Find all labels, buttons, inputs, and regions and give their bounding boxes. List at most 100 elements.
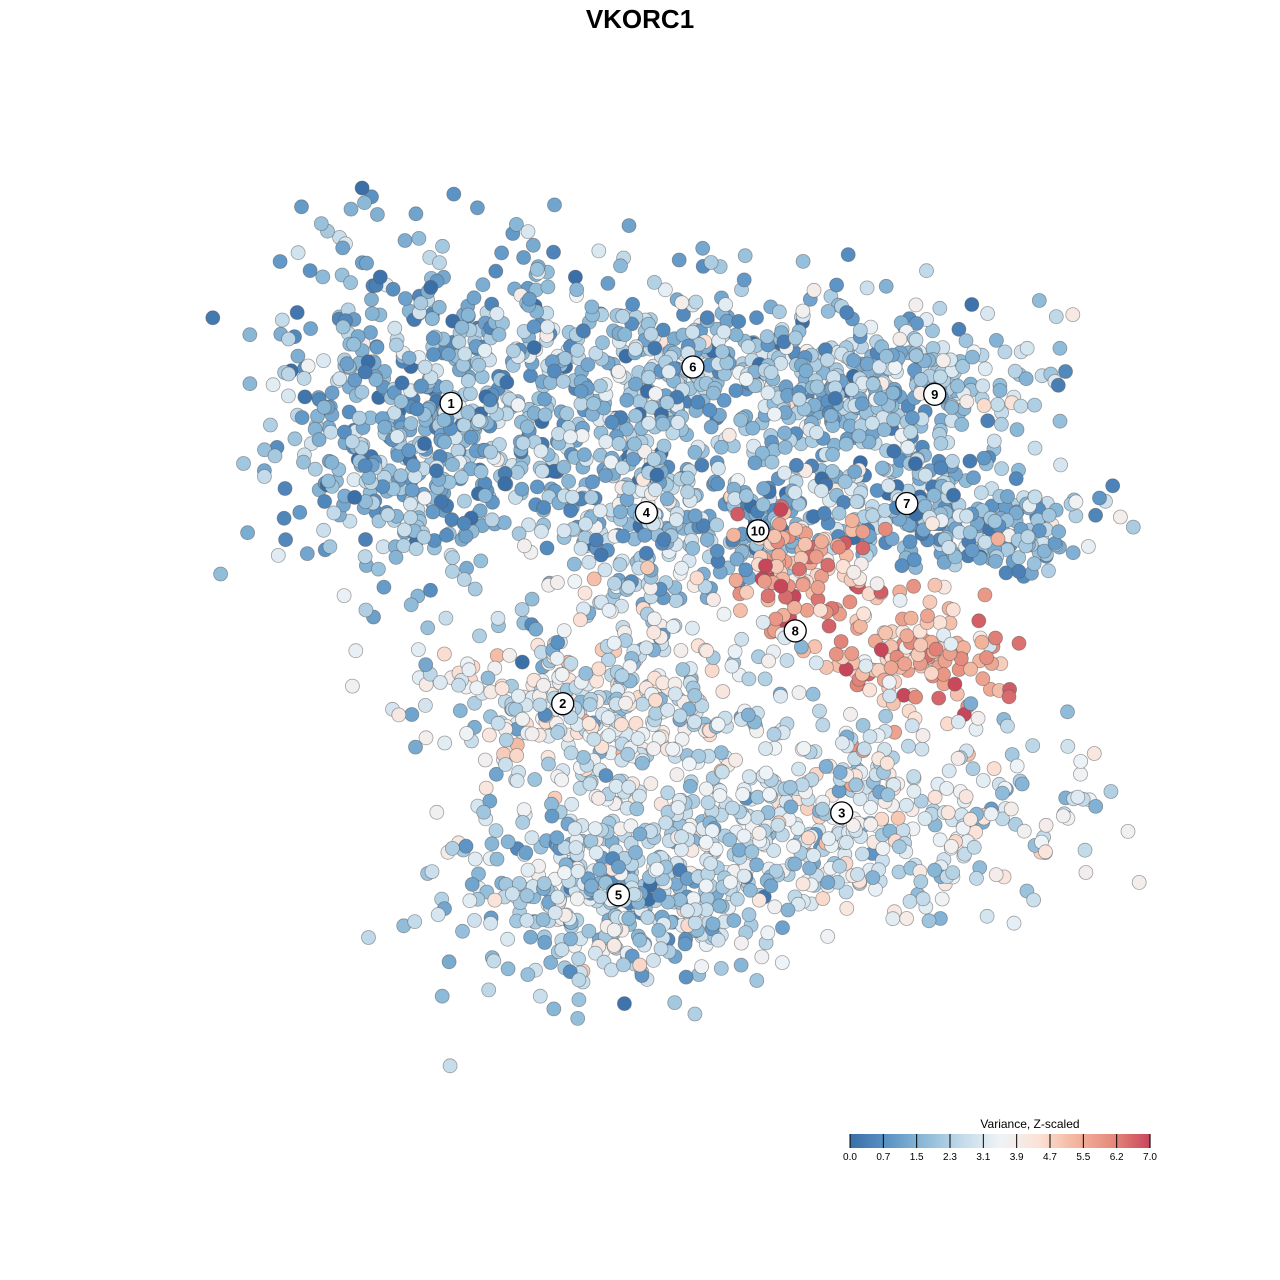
data-point — [855, 718, 871, 733]
data-point — [670, 800, 686, 815]
data-point — [344, 434, 360, 450]
data-point — [1000, 718, 1015, 734]
data-point — [401, 443, 417, 459]
colorbar-segment — [940, 1134, 943, 1148]
data-point — [294, 410, 310, 426]
data-point — [287, 431, 303, 447]
colorbar-segment — [1130, 1134, 1133, 1148]
data-point — [521, 517, 536, 533]
data-point — [714, 344, 730, 360]
colorbar-segment — [1044, 1134, 1047, 1148]
data-point — [716, 324, 732, 340]
data-point — [391, 707, 407, 723]
cluster-label-marker — [783, 619, 807, 643]
data-point — [768, 863, 784, 879]
data-point — [588, 345, 604, 361]
data-point — [363, 325, 378, 340]
data-point — [593, 547, 609, 563]
data-point — [462, 386, 478, 402]
data-point — [369, 339, 385, 355]
data-point — [520, 224, 536, 240]
colorbar-segment — [948, 1134, 951, 1148]
data-point — [945, 453, 960, 469]
data-point — [472, 628, 487, 644]
data-point — [713, 745, 729, 760]
data-point — [736, 868, 752, 884]
data-point — [506, 343, 521, 359]
data-point — [1103, 784, 1119, 799]
data-point — [591, 243, 607, 259]
colorbar-segment — [1086, 1134, 1089, 1148]
data-point — [403, 510, 418, 526]
cluster-labels-layer: 1 2 3 4 5 6 7 8 9 10 — [439, 355, 947, 907]
data-point — [926, 487, 942, 503]
data-point — [335, 240, 351, 256]
data-point — [758, 741, 773, 756]
data-point — [324, 454, 340, 470]
data-point — [933, 460, 949, 476]
data-point — [316, 353, 331, 369]
data-point — [534, 463, 550, 479]
data-point — [880, 787, 896, 803]
chart-title: VKORC1 — [585, 4, 695, 34]
colorbar-tick-label: 0.0 — [843, 1152, 857, 1163]
data-point — [637, 528, 653, 543]
data-point — [524, 830, 540, 846]
data-point — [882, 688, 898, 704]
cluster-label-10: 10 — [746, 519, 770, 543]
data-point — [970, 710, 986, 726]
data-point — [481, 982, 497, 998]
data-point — [763, 364, 779, 380]
data-point — [270, 548, 286, 563]
data-point — [787, 485, 803, 500]
data-point — [865, 508, 880, 523]
data-point — [488, 823, 504, 838]
data-point — [710, 717, 726, 732]
colorbar-tick-label: 2.3 — [943, 1152, 957, 1163]
data-point — [881, 674, 897, 690]
data-point — [1007, 363, 1023, 379]
data-point — [927, 862, 942, 878]
data-point — [510, 397, 526, 413]
data-point — [582, 697, 598, 713]
data-point — [364, 292, 379, 307]
data-point — [444, 841, 460, 856]
data-point — [806, 848, 821, 863]
data-point — [958, 333, 974, 349]
data-point — [975, 671, 991, 687]
data-point — [858, 658, 874, 674]
data-point — [687, 915, 703, 931]
data-point — [878, 521, 893, 537]
data-point — [641, 370, 657, 385]
data-point — [1088, 799, 1104, 814]
data-point — [712, 788, 728, 803]
colorbar-segment — [1040, 1134, 1043, 1148]
data-point — [931, 690, 947, 706]
data-point — [730, 506, 745, 522]
data-point — [713, 439, 729, 455]
data-point — [1051, 524, 1067, 540]
data-point — [571, 972, 587, 988]
data-point — [740, 339, 756, 355]
data-point — [511, 688, 526, 704]
data-point — [668, 512, 684, 528]
data-point — [892, 592, 908, 608]
data-point — [436, 412, 452, 428]
data-point — [429, 804, 445, 820]
data-point — [357, 549, 373, 564]
data-point — [597, 562, 613, 578]
data-point — [649, 467, 665, 483]
data-point — [389, 429, 405, 445]
data-point — [432, 675, 448, 690]
colorbar-segment — [908, 1134, 911, 1148]
data-point — [628, 376, 643, 392]
colorbar-segment — [866, 1134, 869, 1148]
data-point — [471, 357, 487, 373]
data-point — [659, 491, 675, 507]
colorbar-segment — [1142, 1134, 1145, 1148]
data-point — [685, 620, 700, 636]
data-point — [473, 464, 489, 480]
data-point — [820, 875, 836, 890]
colorbar-segment — [1058, 1134, 1061, 1148]
data-point — [509, 748, 525, 763]
